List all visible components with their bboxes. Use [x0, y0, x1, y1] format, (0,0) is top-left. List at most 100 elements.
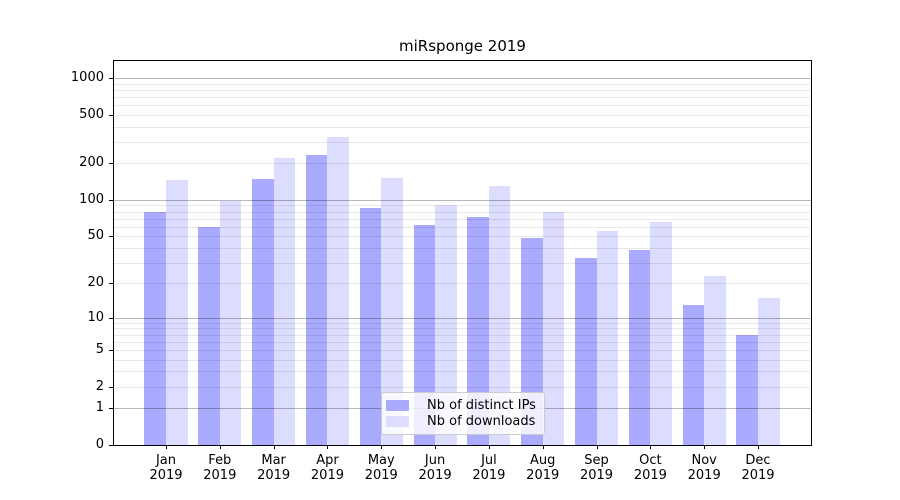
y-tick-label-100: 100: [79, 191, 104, 207]
bar-downloads-jan: [166, 180, 188, 445]
y-tick-mark-2: [109, 386, 113, 388]
gridline-minor-80: [114, 211, 811, 213]
x-tick-mark-mar: [273, 445, 275, 449]
plot-area: [114, 61, 811, 445]
x-tick-mark-jul: [488, 445, 490, 449]
gridline-minor-70: [114, 218, 811, 220]
gridline-minor-6: [114, 341, 811, 343]
gridline-minor-900: [114, 83, 811, 85]
x-tick-label-jul: Jul 2019: [472, 453, 506, 483]
x-tick-label-apr: Apr 2019: [310, 453, 344, 483]
y-tick-label-20: 20: [87, 275, 104, 291]
gridline-minor-8: [114, 328, 811, 330]
bar-ips-sep: [575, 257, 597, 445]
bar-downloads-feb: [219, 201, 242, 445]
gridline-minor-400: [114, 126, 811, 128]
gridline-minor-60: [114, 226, 811, 228]
x-tick-mark-aug: [542, 445, 544, 449]
x-tick-mark-jun: [435, 445, 437, 449]
gridline-minor-2: [114, 386, 811, 388]
bar-ips-dec: [736, 334, 758, 445]
x-tick-mark-jan: [166, 445, 167, 449]
y-tick-mark-1000: [109, 77, 113, 79]
x-tick-label-aug: Aug 2019: [526, 453, 560, 483]
legend: Nb of distinct IPs Nb of downloads: [381, 392, 545, 435]
bar-downloads-nov: [704, 276, 726, 445]
bar-ips-jul: [467, 217, 489, 445]
y-tick-mark-200: [109, 163, 113, 165]
x-tick-label-feb: Feb 2019: [203, 453, 237, 483]
y-tick-label-500: 500: [79, 106, 104, 122]
gridline-minor-9: [114, 322, 811, 324]
x-tick-mark-nov: [704, 445, 706, 449]
x-tick-label-may: May 2019: [364, 453, 398, 483]
x-tick-label-sep: Sep 2019: [579, 453, 614, 483]
x-tick-mark-may: [381, 445, 383, 449]
bar-ips-jan: [144, 211, 166, 445]
bar-downloads-oct: [650, 222, 672, 445]
bar-downloads-apr: [327, 137, 349, 445]
gridline-minor-90: [114, 205, 811, 207]
y-tick-label-5: 5: [95, 341, 104, 357]
bar-ips-nov: [682, 304, 705, 445]
x-tick-label-dec: Dec 2019: [741, 453, 775, 483]
bar-downloads-jul: [488, 186, 511, 445]
gridline-major-100: [114, 199, 811, 201]
bar-downloads-jun: [435, 205, 457, 445]
legend-label-distinct-ips: Nb of distinct IPs: [427, 397, 536, 413]
x-tick-mark-oct: [650, 445, 652, 449]
gridline-minor-4: [114, 359, 811, 361]
gridline-major-1000: [114, 77, 811, 79]
y-tick-mark-0: [109, 445, 113, 446]
x-tick-mark-dec: [758, 445, 759, 449]
bar-downloads-dec: [758, 297, 780, 445]
y-tick-label-2: 2: [95, 378, 104, 394]
bar-ips-mar: [252, 179, 274, 445]
gridline-minor-50: [114, 236, 811, 238]
bar-ips-may: [359, 208, 382, 445]
y-tick-mark-500: [109, 114, 113, 116]
gridline-minor-40: [114, 247, 811, 249]
y-tick-label-50: 50: [87, 228, 104, 244]
y-tick-label-0: 0: [95, 437, 104, 452]
y-tick-mark-20: [109, 283, 113, 285]
gridline-minor-3: [114, 371, 811, 373]
gridline-minor-20: [114, 283, 811, 285]
x-tick-label-nov: Nov 2019: [687, 453, 721, 483]
distinct-ips-swatch-icon: [386, 399, 409, 411]
bar-downloads-may: [381, 178, 403, 445]
legend-item-downloads: Nb of downloads: [386, 414, 538, 431]
y-tick-mark-5: [109, 349, 113, 351]
bar-ips-feb: [198, 226, 220, 445]
y-tick-label-1000: 1000: [70, 69, 104, 85]
downloads-swatch-icon: [386, 416, 409, 428]
bar-downloads-sep: [596, 231, 619, 445]
x-tick-label-jan: Jan 2019: [149, 453, 183, 483]
x-tick-mark-feb: [219, 445, 221, 449]
gridline-minor-800: [114, 89, 811, 91]
y-tick-label-10: 10: [87, 309, 104, 325]
bar-downloads-mar: [273, 158, 296, 445]
gridline-minor-200: [114, 163, 811, 165]
gridline-minor-700: [114, 96, 811, 98]
gridline-minor-500: [114, 114, 811, 116]
y-tick-mark-1: [109, 408, 113, 410]
legend-label-downloads: Nb of downloads: [427, 414, 536, 430]
gridline-minor-7: [114, 334, 811, 336]
x-tick-mark-sep: [596, 445, 598, 449]
bar-ips-oct: [628, 250, 651, 445]
legend-item-distinct-ips: Nb of distinct IPs: [386, 397, 538, 414]
gridline-minor-300: [114, 141, 811, 143]
x-tick-label-mar: Mar 2019: [257, 453, 291, 483]
x-tick-label-oct: Oct 2019: [633, 453, 667, 483]
y-tick-label-1: 1: [95, 400, 104, 416]
bar-ips-apr: [305, 155, 328, 445]
gridline-major-10: [114, 317, 811, 319]
bar-downloads-aug: [542, 211, 565, 445]
x-tick-mark-apr: [327, 445, 329, 449]
gridline-minor-30: [114, 262, 811, 264]
y-tick-label-200: 200: [79, 155, 104, 171]
y-tick-mark-100: [109, 199, 113, 201]
y-tick-mark-10: [109, 317, 113, 319]
